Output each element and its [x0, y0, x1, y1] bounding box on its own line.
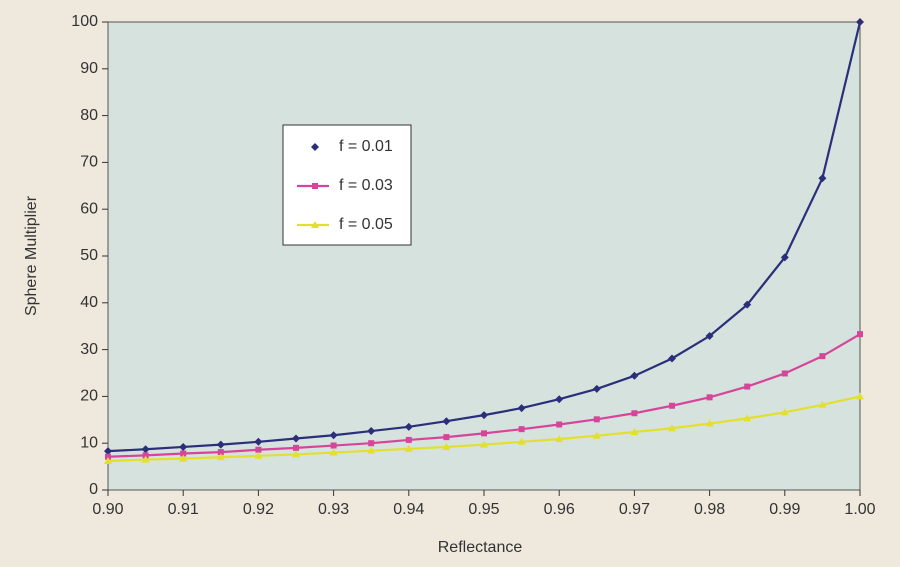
y-tick-label: 70 — [80, 154, 98, 171]
data-point — [630, 427, 639, 435]
data-point — [856, 392, 864, 400]
y-tick-label: 20 — [80, 388, 98, 405]
x-tick-label: 0.90 — [92, 501, 123, 518]
legend-label: f = 0.03 — [339, 177, 393, 194]
data-point — [705, 332, 714, 341]
data-point — [443, 434, 450, 441]
data-point — [705, 419, 714, 427]
x-tick-label: 0.98 — [694, 501, 725, 518]
data-point — [555, 395, 564, 404]
data-point — [442, 417, 451, 426]
data-point — [142, 452, 149, 459]
y-tick-label: 100 — [71, 13, 98, 30]
x-tick-label: 0.92 — [243, 501, 274, 518]
x-tick-label: 0.95 — [468, 501, 499, 518]
data-point — [404, 444, 413, 452]
data-point — [293, 444, 299, 451]
data-point — [630, 371, 639, 380]
data-point — [180, 450, 187, 457]
x-tick-label: 0.93 — [318, 501, 349, 518]
x-tick-label: 0.94 — [393, 501, 424, 518]
data-point — [329, 448, 338, 456]
legend-marker — [311, 143, 319, 151]
data-point — [367, 446, 376, 454]
legend-marker — [311, 221, 319, 228]
data-point — [706, 394, 713, 401]
data-point — [481, 430, 487, 437]
data-point — [216, 453, 225, 461]
y-tick-label: 60 — [80, 200, 98, 217]
data-point — [329, 431, 338, 440]
data-point — [254, 451, 263, 459]
y-tick-label: 10 — [80, 434, 98, 451]
legend-marker — [312, 183, 318, 189]
x-tick-label: 0.91 — [168, 501, 199, 518]
data-point — [780, 253, 789, 262]
data-point — [518, 426, 525, 433]
data-point — [104, 447, 112, 456]
data-point — [255, 446, 262, 453]
data-point — [216, 440, 225, 449]
data-point — [668, 354, 676, 363]
data-point — [217, 449, 224, 456]
data-point — [254, 437, 263, 446]
y-tick-label: 30 — [80, 341, 98, 358]
data-point — [669, 402, 675, 409]
y-tick-label: 0 — [89, 481, 98, 498]
data-point — [367, 427, 376, 436]
data-point — [556, 421, 563, 428]
data-point — [480, 411, 488, 420]
y-tick-label: 50 — [80, 247, 98, 264]
data-point — [480, 440, 488, 448]
x-tick-label: 0.99 — [769, 501, 800, 518]
data-point — [179, 454, 188, 462]
data-point — [104, 456, 112, 464]
data-point — [517, 404, 526, 413]
data-point — [179, 442, 188, 451]
data-point — [819, 353, 826, 360]
data-point — [330, 442, 337, 449]
data-point — [818, 400, 827, 408]
data-point — [744, 383, 751, 390]
data-point — [668, 424, 676, 432]
data-point — [631, 410, 638, 417]
y-tick-label: 40 — [80, 294, 98, 311]
data-point — [404, 422, 413, 431]
data-point — [593, 416, 600, 423]
x-tick-label: 0.96 — [544, 501, 575, 518]
y-tick-label: 80 — [80, 107, 98, 124]
data-point — [743, 414, 752, 422]
data-point — [856, 18, 864, 26]
data-point — [592, 384, 601, 393]
y-axis-label: Sphere Multiplier — [23, 195, 40, 316]
data-point — [857, 331, 863, 338]
data-point — [368, 440, 375, 447]
data-point — [442, 442, 451, 450]
data-point — [105, 453, 111, 460]
x-tick-label: 0.97 — [619, 501, 650, 518]
x-axis-label: Reflectance — [438, 539, 523, 556]
data-point — [780, 408, 789, 416]
data-point — [405, 436, 412, 443]
legend-label: f = 0.05 — [339, 216, 393, 233]
data-point — [517, 437, 526, 445]
data-point — [141, 455, 150, 463]
data-point — [818, 174, 827, 183]
data-point — [555, 434, 564, 442]
x-tick-label: 1.00 — [844, 501, 875, 518]
data-point — [292, 434, 300, 443]
data-point — [592, 431, 601, 439]
data-point — [781, 370, 788, 377]
data-point — [141, 445, 150, 454]
data-point — [743, 300, 752, 309]
legend-label: f = 0.01 — [339, 138, 393, 155]
data-point — [292, 450, 300, 458]
y-tick-label: 90 — [80, 60, 98, 77]
